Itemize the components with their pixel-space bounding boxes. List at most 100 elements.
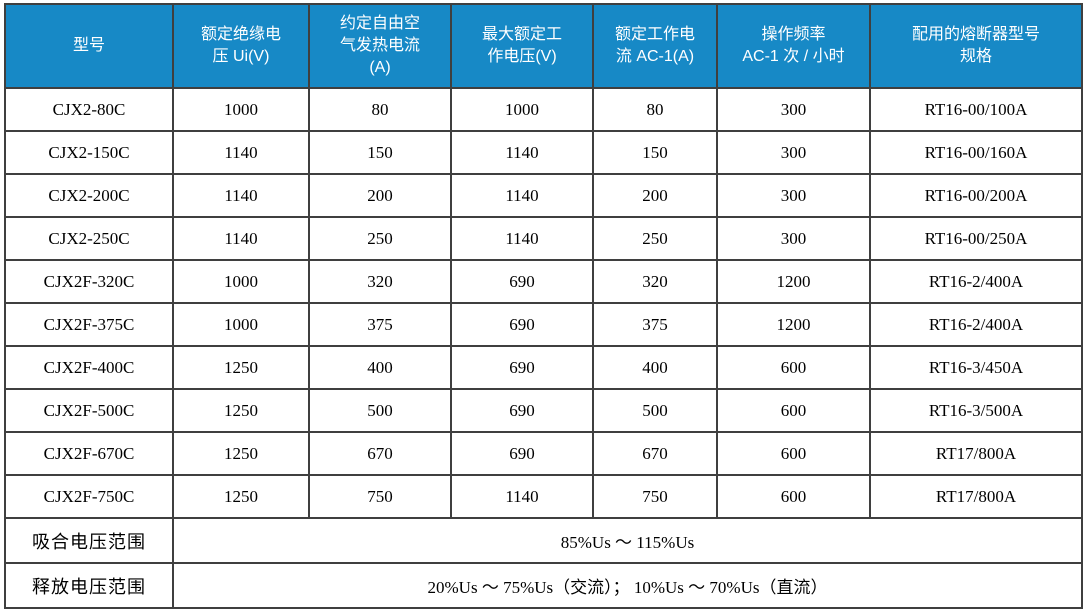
cell-fuse: RT16-00/200A bbox=[869, 173, 1083, 218]
cell-fuse: RT16-3/500A bbox=[869, 388, 1083, 433]
cell: 320 bbox=[592, 259, 718, 304]
table-row: CJX2-200C 1140 200 1140 200 300 RT16-00/… bbox=[4, 173, 1083, 218]
footer-row-pickup-voltage: 吸合电压范围 85%Us ～ 115%Us bbox=[4, 517, 1083, 564]
cell: 1250 bbox=[172, 345, 310, 390]
table-row: CJX2-250C 1140 250 1140 250 300 RT16-00/… bbox=[4, 216, 1083, 261]
header-line: (A) bbox=[369, 59, 391, 76]
table-row: CJX2F-670C 1250 670 690 670 600 RT17/800… bbox=[4, 431, 1083, 476]
cell: 750 bbox=[592, 474, 718, 519]
cell: 320 bbox=[308, 259, 452, 304]
cell-fuse: RT17/800A bbox=[869, 431, 1083, 476]
cell: 375 bbox=[592, 302, 718, 347]
cell-model: CJX2-150C bbox=[4, 130, 174, 175]
col-header-insulation-voltage: 额定绝缘电 压 Ui(V) bbox=[172, 3, 310, 89]
col-header-fuse-spec: 配用的熔断器型号 规格 bbox=[869, 3, 1083, 89]
header-line: 最大额定工 bbox=[481, 26, 562, 43]
col-header-max-working-voltage: 最大额定工 作电压(V) bbox=[450, 3, 594, 89]
table-row: CJX2F-500C 1250 500 690 500 600 RT16-3/5… bbox=[4, 388, 1083, 433]
cell: 1140 bbox=[450, 130, 594, 175]
cell: 1000 bbox=[172, 259, 310, 304]
footer-label-pickup-voltage-range: 吸合电压范围 bbox=[4, 517, 174, 564]
cell-fuse: RT16-2/400A bbox=[869, 259, 1083, 304]
cell: 300 bbox=[716, 130, 871, 175]
header-line: 额定绝缘电 bbox=[200, 26, 281, 43]
cell-fuse: RT16-00/250A bbox=[869, 216, 1083, 261]
cell: 1000 bbox=[172, 302, 310, 347]
table-row: CJX2F-400C 1250 400 690 400 600 RT16-3/4… bbox=[4, 345, 1083, 390]
cell: 250 bbox=[308, 216, 452, 261]
col-header-model: 型号 bbox=[4, 3, 174, 89]
cell: 1250 bbox=[172, 388, 310, 433]
cell: 690 bbox=[450, 345, 594, 390]
cell: 1000 bbox=[450, 87, 594, 132]
cell: 1140 bbox=[172, 130, 310, 175]
cell: 300 bbox=[716, 216, 871, 261]
cell: 1250 bbox=[172, 431, 310, 476]
cell: 1250 bbox=[172, 474, 310, 519]
col-header-operating-frequency: 操作频率 AC-1 次 / 小时 bbox=[716, 3, 871, 89]
header-line: 气发热电流 bbox=[339, 37, 420, 54]
cell: 1000 bbox=[172, 87, 310, 132]
cell: 1140 bbox=[450, 216, 594, 261]
cell: 200 bbox=[308, 173, 452, 218]
cell-model: CJX2-250C bbox=[4, 216, 174, 261]
cell-fuse: RT16-00/160A bbox=[869, 130, 1083, 175]
cell: 600 bbox=[716, 431, 871, 476]
cell: 400 bbox=[592, 345, 718, 390]
header-line: 约定自由空 bbox=[339, 15, 420, 32]
cell: 670 bbox=[308, 431, 452, 476]
header-line: 操作频率 bbox=[761, 26, 826, 43]
cell: 200 bbox=[592, 173, 718, 218]
header-line: AC-1 次 / 小时 bbox=[742, 48, 845, 65]
cell: 300 bbox=[716, 173, 871, 218]
cell: 1200 bbox=[716, 259, 871, 304]
cell: 1140 bbox=[450, 173, 594, 218]
cell: 150 bbox=[308, 130, 452, 175]
spec-table: 型号 额定绝缘电 压 Ui(V) 约定自由空 气发热电流 (A) 最大额定工 作… bbox=[4, 3, 1083, 609]
cell: 690 bbox=[450, 259, 594, 304]
footer-value-release-voltage-range: 20%Us ～ 75%Us（交流）； 10%Us ～ 70%Us（直流） bbox=[172, 562, 1083, 609]
cell: 375 bbox=[308, 302, 452, 347]
cell: 1140 bbox=[172, 173, 310, 218]
cell-model: CJX2F-320C bbox=[4, 259, 174, 304]
cell: 1140 bbox=[450, 474, 594, 519]
table-row: CJX2-80C 1000 80 1000 80 300 RT16-00/100… bbox=[4, 87, 1083, 132]
header-line: 压 Ui(V) bbox=[212, 48, 270, 65]
col-header-working-current: 额定工作电 流 AC-1(A) bbox=[592, 3, 718, 89]
cell-fuse: RT17/800A bbox=[869, 474, 1083, 519]
footer-label-release-voltage-range: 释放电压范围 bbox=[4, 562, 174, 609]
cell: 690 bbox=[450, 388, 594, 433]
header-line: 配用的熔断器型号 bbox=[911, 26, 1040, 43]
cell: 1200 bbox=[716, 302, 871, 347]
table-row: CJX2F-375C 1000 375 690 375 1200 RT16-2/… bbox=[4, 302, 1083, 347]
cell-model: CJX2F-500C bbox=[4, 388, 174, 433]
header-line: 规格 bbox=[959, 48, 992, 65]
cell: 600 bbox=[716, 474, 871, 519]
cell-model: CJX2F-375C bbox=[4, 302, 174, 347]
cell: 150 bbox=[592, 130, 718, 175]
cell: 500 bbox=[308, 388, 452, 433]
table-row: CJX2-150C 1140 150 1140 150 300 RT16-00/… bbox=[4, 130, 1083, 175]
footer-value-pickup-voltage-range: 85%Us ～ 115%Us bbox=[172, 517, 1083, 564]
cell: 500 bbox=[592, 388, 718, 433]
cell: 80 bbox=[308, 87, 452, 132]
cell-model: CJX2F-400C bbox=[4, 345, 174, 390]
header-line: 型号 bbox=[72, 37, 105, 54]
table-row: CJX2F-750C 1250 750 1140 750 600 RT17/80… bbox=[4, 474, 1083, 519]
cell: 750 bbox=[308, 474, 452, 519]
cell: 250 bbox=[592, 216, 718, 261]
cell: 600 bbox=[716, 345, 871, 390]
cell: 300 bbox=[716, 87, 871, 132]
cell-model: CJX2F-670C bbox=[4, 431, 174, 476]
cell-model: CJX2-80C bbox=[4, 87, 174, 132]
cell: 690 bbox=[450, 302, 594, 347]
cell: 1140 bbox=[172, 216, 310, 261]
cell-fuse: RT16-2/400A bbox=[869, 302, 1083, 347]
header-line: 流 AC-1(A) bbox=[615, 48, 695, 65]
cell-model: CJX2F-750C bbox=[4, 474, 174, 519]
cell: 600 bbox=[716, 388, 871, 433]
cell: 80 bbox=[592, 87, 718, 132]
cell-model: CJX2-200C bbox=[4, 173, 174, 218]
col-header-thermal-current: 约定自由空 气发热电流 (A) bbox=[308, 3, 452, 89]
